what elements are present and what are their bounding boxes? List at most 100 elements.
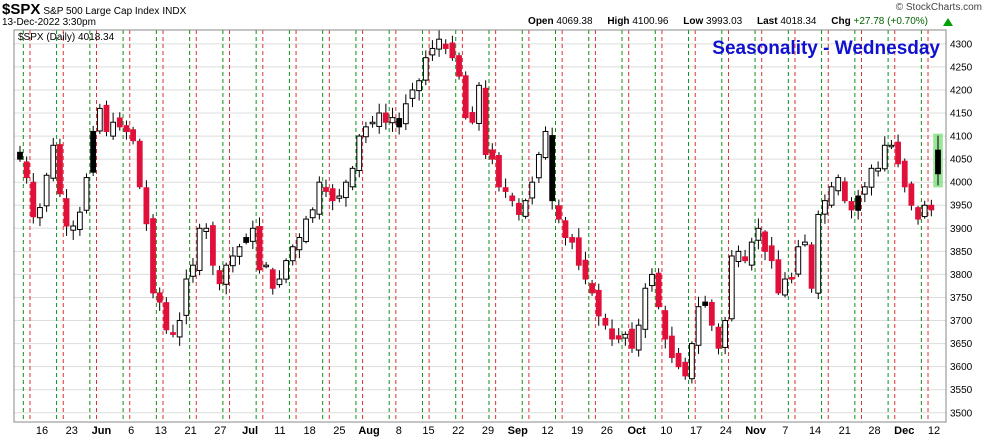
stockcharts-brand[interactable]: © StockCharts.com — [895, 2, 982, 13]
candles — [17, 30, 943, 384]
candle-body — [655, 272, 662, 308]
candle-body — [802, 241, 808, 246]
candle-body — [502, 187, 509, 192]
candle-body — [422, 57, 429, 81]
candle-body — [449, 42, 456, 59]
candle-body — [895, 141, 901, 165]
candle-body — [901, 160, 908, 188]
candle-body — [855, 195, 862, 211]
candle-body — [462, 75, 469, 119]
candle-body — [336, 195, 343, 199]
candle-body — [768, 245, 775, 262]
candle-body — [669, 335, 675, 358]
low-value: 3993.03 — [706, 16, 743, 27]
candle-body — [522, 200, 529, 217]
candle-body — [728, 255, 735, 320]
candle-body — [742, 256, 748, 262]
candle-body — [170, 332, 176, 335]
high-value: 4100.96 — [632, 16, 669, 27]
x-tick-label: Jun — [92, 425, 112, 437]
candle-body — [609, 328, 615, 340]
y-tick-label: 4000 — [950, 178, 973, 189]
quote-date: 13-Dec-2022 3:30pm — [2, 17, 96, 28]
chart-area[interactable]: 3500 3550 3600 3650 3700 3750 3800 3850 3900 3950… — [0, 28, 990, 443]
x-tick-label: 19 — [571, 425, 583, 437]
candle-body — [629, 328, 635, 349]
low-label: Low — [683, 16, 704, 27]
candle-body — [163, 302, 170, 331]
candle-body — [469, 112, 476, 123]
candle-body — [103, 104, 110, 132]
candle-body — [935, 149, 941, 175]
candle-body — [915, 207, 921, 220]
chart-header: $SPX S&P 500 Large Cap Index INDX 13-Dec-2… — [0, 0, 990, 30]
candle-body — [822, 200, 828, 215]
candle-body — [595, 289, 602, 317]
y-tick-label: 3750 — [950, 293, 973, 304]
candle-body — [349, 167, 356, 188]
candle-body — [542, 130, 549, 159]
x-tick-label: Sep — [508, 425, 528, 437]
candle-body — [30, 181, 37, 218]
candlestick-chart[interactable]: 3500 3550 3600 3650 3700 3750 3800 3850 3900 3950… — [0, 28, 990, 438]
candle-body — [316, 181, 323, 215]
candle-body — [715, 326, 722, 349]
candle-body — [203, 227, 210, 232]
high-label: High — [607, 16, 630, 27]
y-tick-label: 3700 — [950, 316, 973, 327]
candle-body — [376, 112, 383, 127]
ticker-line: $SPX S&P 500 Large Cap Index INDX — [2, 1, 186, 18]
candle-body — [329, 188, 336, 202]
candle-body — [881, 144, 888, 170]
plot-frame — [13, 29, 947, 423]
candle-body — [156, 292, 163, 303]
candle-body — [775, 259, 782, 294]
x-tick-label: 25 — [333, 425, 345, 437]
candle-body — [436, 38, 442, 50]
x-tick-label: 12 — [928, 425, 940, 437]
x-tick-label: 21 — [839, 425, 851, 437]
candle-body — [875, 167, 882, 172]
x-tick-label: 18 — [303, 425, 315, 437]
candle-body — [748, 241, 755, 266]
chart-legend: $SPX (Daily) 4018.34 — [18, 32, 115, 43]
candle-body — [63, 198, 70, 227]
candle-body — [529, 181, 536, 199]
x-tick-label: 24 — [720, 425, 732, 437]
candle-body — [516, 202, 522, 215]
candle-body — [921, 204, 928, 218]
y-tick-label: 3950 — [950, 201, 973, 212]
candle-body — [382, 112, 389, 123]
x-tick-label: 14 — [809, 425, 821, 437]
candle-body — [841, 181, 848, 202]
candle-body — [848, 201, 855, 211]
candle-body — [688, 343, 695, 380]
candle-body — [23, 161, 30, 179]
candle-body — [176, 320, 183, 338]
last-label: Last — [756, 16, 778, 27]
candle-body — [868, 167, 875, 188]
candle-body — [662, 310, 669, 340]
candle-body — [808, 244, 815, 289]
candle-body — [356, 135, 363, 172]
candle-body — [396, 118, 403, 128]
x-tick-label: 27 — [214, 425, 226, 437]
candle-body — [489, 149, 496, 160]
y-tick-label: 3850 — [950, 247, 973, 258]
candle-body — [123, 125, 130, 132]
candle-body — [223, 264, 230, 285]
x-tick-label: 28 — [868, 425, 880, 437]
candle-body — [569, 237, 576, 243]
x-tick-label: 12 — [541, 425, 553, 437]
x-tick-label: 22 — [452, 425, 464, 437]
candle-body — [256, 226, 263, 271]
ticker-symbol[interactable]: $SPX — [2, 1, 41, 18]
candle-body — [702, 301, 709, 306]
candle-body — [37, 207, 43, 219]
candle-body — [110, 121, 117, 137]
x-tick-label: 10 — [660, 425, 672, 437]
candle-body — [708, 302, 715, 326]
candle-body — [283, 260, 289, 280]
change-value: +27.78 (+0.70%) — [853, 16, 929, 27]
candle-body — [190, 264, 196, 277]
